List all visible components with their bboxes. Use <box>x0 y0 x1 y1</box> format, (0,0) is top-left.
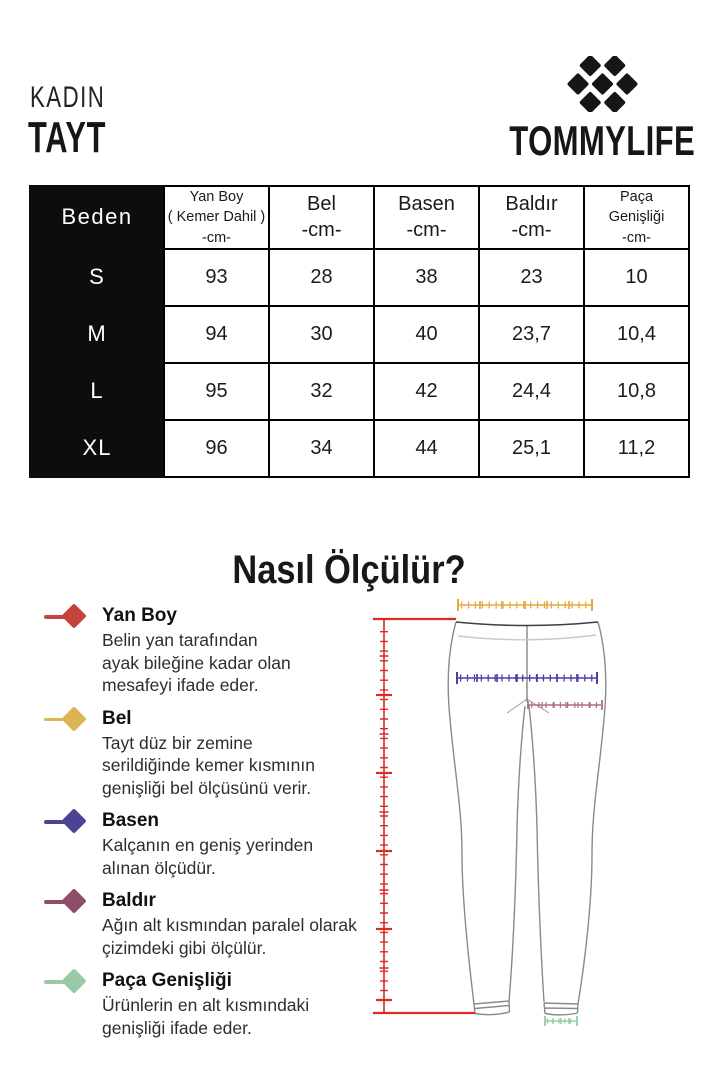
column-header-baldir: Baldır -cm- <box>478 185 585 250</box>
value-cell: 11,2 <box>583 418 690 478</box>
basen-diamond-icon <box>40 808 92 834</box>
value-cell: 10 <box>583 247 690 307</box>
value-cell: 93 <box>163 247 270 307</box>
value-cell: 32 <box>268 361 375 421</box>
value-cell: 42 <box>373 361 480 421</box>
value-cell: 96 <box>163 418 270 478</box>
table-row-m: M 94 30 40 23,7 10,4 <box>29 304 690 364</box>
value-cell: 30 <box>268 304 375 364</box>
legend-item-baldir: Baldır Ağın alt kısmından paralel olarak… <box>40 888 362 959</box>
legend-item-paca-genisligi: Paça Genişliği Ürünlerin en alt kısmında… <box>40 968 362 1039</box>
value-cell: 25,1 <box>478 418 585 478</box>
value-cell: 40 <box>373 304 480 364</box>
leggings-outline <box>447 621 607 1016</box>
table-row-s: S 93 28 38 23 10 <box>29 247 690 307</box>
brand-name: TOMMYLIFE <box>509 117 695 164</box>
paca-diamond-icon <box>40 968 92 994</box>
value-cell: 23 <box>478 247 585 307</box>
size-cell: S <box>29 247 165 307</box>
legend-item-bel: Bel Tayt düz bir zemine serildiğinde kem… <box>40 705 362 800</box>
size-cell: M <box>29 304 165 364</box>
value-cell: 24,4 <box>478 361 585 421</box>
column-header-basen: Basen -cm- <box>373 185 480 250</box>
yan-boy-diamond-icon <box>40 603 92 629</box>
value-cell: 94 <box>163 304 270 364</box>
bel-diamond-icon <box>40 705 92 732</box>
legend-description: Belin yan tarafından ayak bileğine kadar… <box>102 630 291 695</box>
measurement-legend: Yan Boy Belin yan tarafından ayak bileği… <box>40 603 362 1049</box>
column-header-yan-boy: Yan Boy ( Kemer Dahil ) -cm- <box>163 185 270 250</box>
legend-item-basen: Basen Kalçanın en geniş yerinden alınan … <box>40 808 362 879</box>
legend-description: Ağın alt kısmından paralel olarak çizimd… <box>102 915 357 958</box>
value-cell: 34 <box>268 418 375 478</box>
paca-ruler <box>544 1016 578 1026</box>
table-corner-header: Beden <box>29 185 165 250</box>
legend-description: Ürünlerin en alt kısmındaki genişliği if… <box>102 995 310 1038</box>
value-cell: 10,4 <box>583 304 690 364</box>
value-cell: 95 <box>163 361 270 421</box>
yan-boy-ruler <box>373 617 475 1015</box>
size-chart-table: Beden Yan Boy ( Kemer Dahil ) -cm- Bel -… <box>29 185 690 478</box>
legend-title: Paça Genişliği <box>102 970 232 991</box>
table-row-xl: XL 96 34 44 25,1 11,2 <box>29 418 690 478</box>
basen-ruler <box>456 672 598 684</box>
value-cell: 10,8 <box>583 361 690 421</box>
value-cell: 44 <box>373 418 480 478</box>
value-cell: 28 <box>268 247 375 307</box>
legend-item-yan-boy: Yan Boy Belin yan tarafından ayak bileği… <box>40 603 362 697</box>
legend-title: Basen <box>102 810 160 831</box>
column-header-paca: Paça Genişliği -cm- <box>583 185 690 250</box>
legend-description: Tayt düz bir zemine serildiğinde kemer k… <box>102 732 315 798</box>
column-header-bel: Bel -cm- <box>268 185 375 250</box>
product-title: TAYT <box>28 113 107 162</box>
baldir-diamond-icon <box>40 888 92 914</box>
size-cell: XL <box>29 418 165 478</box>
how-to-measure-title: Nasıl Ölçülür? <box>232 548 466 592</box>
leggings-diagram <box>373 599 607 1026</box>
legend-title: Baldır <box>102 890 156 911</box>
legend-title: Bel <box>102 707 132 729</box>
legend-title: Yan Boy <box>102 605 177 626</box>
baldir-ruler <box>527 700 603 710</box>
value-cell: 38 <box>373 247 480 307</box>
bel-ruler <box>457 599 593 611</box>
value-cell: 23,7 <box>478 304 585 364</box>
legend-description: Kalçanın en geniş yerinden alınan ölçüdü… <box>102 835 314 878</box>
category-label: KADIN <box>30 81 106 114</box>
size-cell: L <box>29 361 165 421</box>
table-row-l: L 95 32 42 24,4 10,8 <box>29 361 690 421</box>
tommylife-logo-icon <box>567 56 638 112</box>
